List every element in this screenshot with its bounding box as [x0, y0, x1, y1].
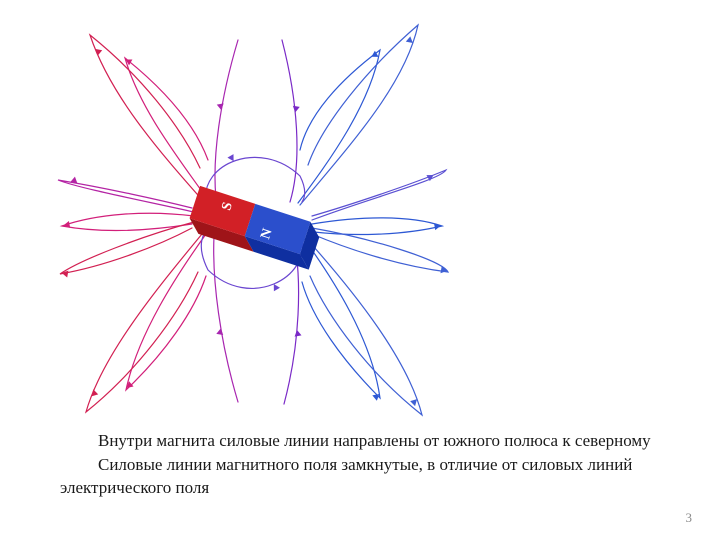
caption-line-2: Силовые линии магнитного поля замкнутые,…	[60, 454, 660, 499]
caption-line-1: Внутри магнита силовые линии направлены …	[60, 430, 660, 452]
caption-block: Внутри магнита силовые линии направлены …	[60, 430, 660, 501]
diagram-svg: SN	[50, 10, 450, 420]
page-number: 3	[686, 510, 693, 526]
slide-page: SN Внутри магнита силовые линии направле…	[0, 0, 720, 540]
magnet-field-diagram: SN	[50, 10, 450, 420]
